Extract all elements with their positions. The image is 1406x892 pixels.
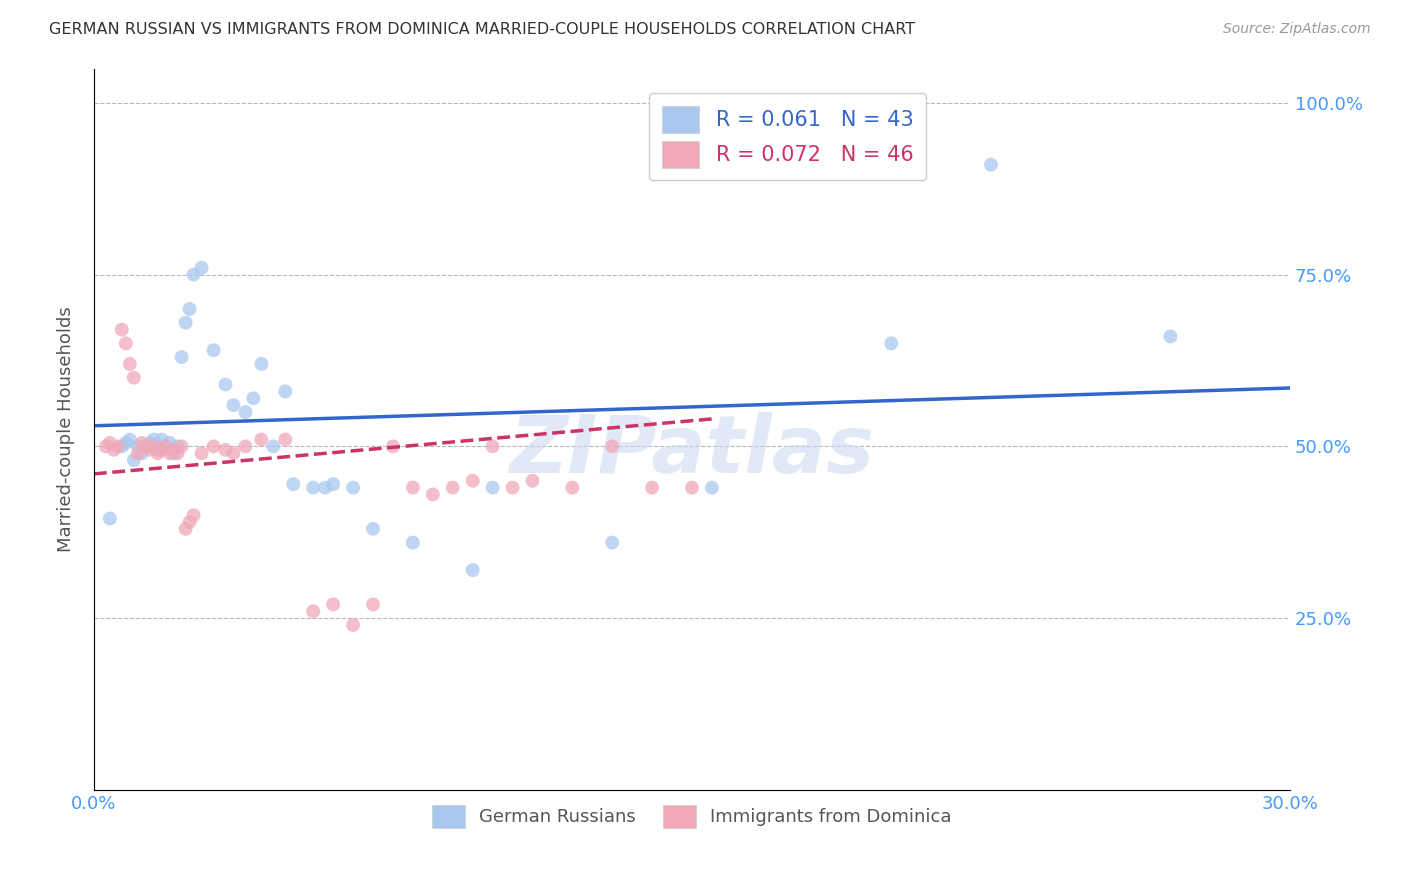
Point xyxy=(422,487,444,501)
Point xyxy=(122,453,145,467)
Point xyxy=(150,442,173,457)
Point xyxy=(202,343,225,358)
Point xyxy=(174,522,197,536)
Point xyxy=(214,442,236,457)
Point xyxy=(118,357,141,371)
Point xyxy=(183,508,205,522)
Point xyxy=(314,481,336,495)
Point xyxy=(681,481,703,495)
Point xyxy=(283,477,305,491)
Point xyxy=(880,336,903,351)
Point xyxy=(118,433,141,447)
Point xyxy=(139,436,162,450)
Point xyxy=(222,446,245,460)
Point xyxy=(641,481,664,495)
Point xyxy=(461,474,484,488)
Point xyxy=(700,481,723,495)
Point xyxy=(179,301,201,316)
Point xyxy=(250,433,273,447)
Point xyxy=(322,477,344,491)
Point xyxy=(166,446,188,460)
Point xyxy=(235,405,257,419)
Point xyxy=(127,446,149,460)
Point xyxy=(98,436,121,450)
Point xyxy=(242,392,264,406)
Text: Source: ZipAtlas.com: Source: ZipAtlas.com xyxy=(1223,22,1371,37)
Point xyxy=(131,436,153,450)
Point xyxy=(381,439,404,453)
Point xyxy=(150,433,173,447)
Point xyxy=(146,446,169,460)
Point xyxy=(202,439,225,453)
Point xyxy=(111,323,134,337)
Point xyxy=(146,442,169,457)
Point xyxy=(441,481,464,495)
Point xyxy=(122,370,145,384)
Point xyxy=(322,598,344,612)
Point xyxy=(1159,329,1181,343)
Point xyxy=(461,563,484,577)
Point xyxy=(159,446,181,460)
Point xyxy=(179,515,201,529)
Point xyxy=(235,439,257,453)
Point xyxy=(190,446,212,460)
Point xyxy=(361,522,384,536)
Point xyxy=(274,384,297,399)
Point xyxy=(600,535,623,549)
Point xyxy=(361,598,384,612)
Point xyxy=(142,439,165,453)
Point xyxy=(114,436,136,450)
Y-axis label: Married-couple Households: Married-couple Households xyxy=(58,306,75,552)
Point xyxy=(481,481,503,495)
Point xyxy=(131,446,153,460)
Point xyxy=(155,439,177,453)
Point xyxy=(402,535,425,549)
Point xyxy=(103,442,125,457)
Point xyxy=(522,474,544,488)
Point xyxy=(135,439,157,453)
Point xyxy=(302,481,325,495)
Point xyxy=(600,439,623,453)
Point xyxy=(174,316,197,330)
Point xyxy=(155,439,177,453)
Point xyxy=(250,357,273,371)
Point xyxy=(127,439,149,453)
Point xyxy=(166,439,188,453)
Point xyxy=(190,260,212,275)
Point xyxy=(114,336,136,351)
Point xyxy=(262,439,284,453)
Point xyxy=(170,350,193,364)
Point xyxy=(274,433,297,447)
Point xyxy=(222,398,245,412)
Point xyxy=(402,481,425,495)
Point xyxy=(142,433,165,447)
Point xyxy=(159,436,181,450)
Text: ZIPatlas: ZIPatlas xyxy=(509,412,875,490)
Point xyxy=(135,439,157,453)
Point xyxy=(107,439,129,453)
Point xyxy=(94,439,117,453)
Point xyxy=(163,446,186,460)
Point xyxy=(163,442,186,457)
Text: GERMAN RUSSIAN VS IMMIGRANTS FROM DOMINICA MARRIED-COUPLE HOUSEHOLDS CORRELATION: GERMAN RUSSIAN VS IMMIGRANTS FROM DOMINI… xyxy=(49,22,915,37)
Point xyxy=(111,439,134,453)
Point xyxy=(342,618,364,632)
Point xyxy=(302,604,325,618)
Point xyxy=(214,377,236,392)
Point xyxy=(481,439,503,453)
Point xyxy=(170,439,193,453)
Point xyxy=(342,481,364,495)
Point xyxy=(139,442,162,457)
Point xyxy=(980,158,1002,172)
Legend: German Russians, Immigrants from Dominica: German Russians, Immigrants from Dominic… xyxy=(425,797,959,835)
Point xyxy=(561,481,583,495)
Point xyxy=(183,268,205,282)
Point xyxy=(98,511,121,525)
Point xyxy=(502,481,524,495)
